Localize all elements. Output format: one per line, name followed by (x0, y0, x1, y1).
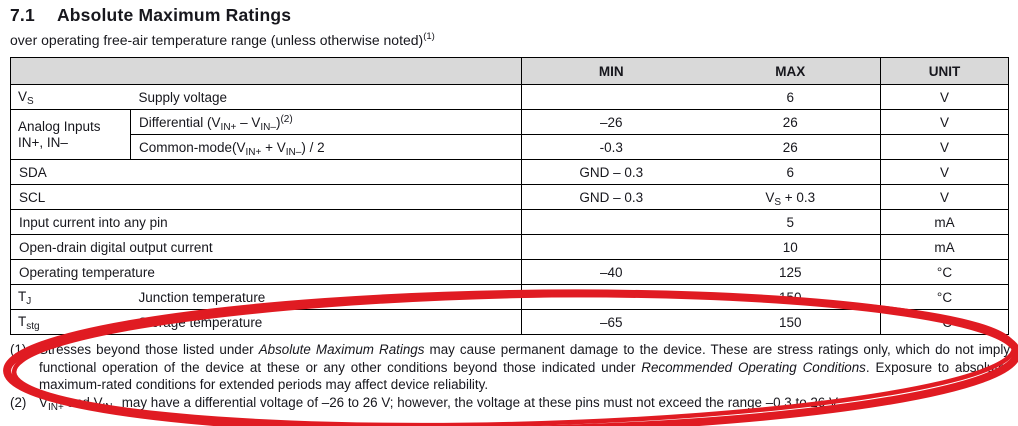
unit-cell: mA (880, 234, 1009, 260)
unit-cell: mA (880, 209, 1009, 235)
max-cell: 6 (700, 84, 881, 110)
section-heading: 7.1 Absolute Maximum Ratings (10, 5, 291, 26)
table-row: VS Supply voltage 6 V (10, 84, 1009, 110)
unit-cell: V (880, 109, 1009, 135)
absolute-maximum-ratings-table: MIN MAX UNIT VS Supply voltage 6 V Analog In… (10, 57, 1009, 335)
footnote: (2) VIN+ and VIN– may have a differential… (10, 394, 1010, 413)
min-cell (521, 284, 701, 310)
unit-cell: V (880, 184, 1009, 210)
max-cell: 26 (700, 109, 881, 135)
symbol-cell: VS (10, 84, 131, 110)
table-row: TJ Junction temperature 150 °C (10, 284, 1009, 310)
subtitle-text: over operating free-air temperature rang… (10, 32, 424, 48)
min-cell: GND – 0.3 (521, 159, 701, 185)
min-column-header: MIN (521, 57, 701, 85)
parameter-header-blank (10, 57, 522, 85)
min-cell: GND – 0.3 (521, 184, 701, 210)
symbol-cell: Analog Inputs IN+, IN– (10, 109, 131, 160)
max-cell: 150 (700, 284, 881, 310)
footnote-marker: (2) (10, 394, 27, 410)
min-cell: –26 (521, 109, 701, 135)
table-row: Input current into any pin 5 mA (10, 209, 1009, 235)
description-cell: Supply voltage (130, 84, 522, 110)
unit-cell: V (880, 159, 1009, 185)
unit-cell: °C (880, 284, 1009, 310)
unit-cell: V (880, 134, 1009, 160)
symbol-cell: TJ (10, 284, 131, 310)
table-row: Operating temperature –40 125 °C (10, 259, 1009, 285)
footnote-text: VIN+ and VIN– may have a differential vo… (39, 394, 841, 413)
symbol-cell: Tstg (10, 309, 131, 335)
max-cell: 6 (700, 159, 881, 185)
description-cell: Input current into any pin (10, 209, 522, 235)
min-cell (521, 209, 701, 235)
footnote-list: (1) Stresses beyond those listed under Ab… (10, 341, 1010, 413)
footnote-marker: (1) (10, 342, 27, 357)
description-cell: SDA (10, 159, 522, 185)
section-number: 7.1 (10, 5, 35, 25)
min-cell: -0.3 (521, 134, 701, 160)
table-row: Analog Inputs IN+, IN– Differential (VIN+ … (10, 109, 1009, 160)
min-cell: –40 (521, 259, 701, 285)
description-cell: SCL (10, 184, 522, 210)
footnote-text: Stresses beyond those listed under Absol… (39, 342, 1011, 393)
min-cell (521, 234, 701, 260)
unit-cell: °C (880, 259, 1009, 285)
description-cell: Open-drain digital output current (10, 234, 522, 260)
min-cell: –65 (521, 309, 701, 335)
footnote: (1) Stresses beyond those listed under Ab… (10, 341, 1010, 394)
max-cell: 26 (700, 134, 881, 160)
unit-cell: °C (880, 309, 1009, 335)
max-cell: 125 (700, 259, 881, 285)
description-cell: Common-mode(VIN+ + VIN–) / 2 (130, 134, 522, 160)
table-header-row: MIN MAX UNIT (10, 57, 1009, 85)
table-row: Open-drain digital output current 10 mA (10, 234, 1009, 260)
table-row: SDA GND – 0.3 6 V (10, 159, 1009, 185)
footnote-ref-1: (1) (423, 31, 435, 42)
table-row: Tstg Storage temperature –65 150 °C (10, 309, 1009, 335)
description-cell: Storage temperature (130, 309, 522, 335)
description-cell: Operating temperature (10, 259, 522, 285)
unit-column-header: UNIT (880, 57, 1009, 85)
table-condition-subtitle: over operating free-air temperature rang… (10, 32, 435, 48)
min-cell (521, 84, 701, 110)
max-cell: 150 (700, 309, 881, 335)
unit-cell: V (880, 84, 1009, 110)
description-cell: Junction temperature (130, 284, 522, 310)
max-cell: VS + 0.3 (700, 184, 881, 210)
section-title: Absolute Maximum Ratings (56, 5, 292, 25)
table-row: SCL GND – 0.3 VS + 0.3 V (10, 184, 1009, 210)
description-cell: Differential (VIN+ – VIN–)(2) (130, 109, 522, 135)
max-cell: 10 (700, 234, 881, 260)
max-column-header: MAX (700, 57, 881, 85)
table-row: Common-mode(VIN+ + VIN–) / 2 -0.3 26 V (11, 134, 1009, 160)
max-cell: 5 (700, 209, 881, 235)
